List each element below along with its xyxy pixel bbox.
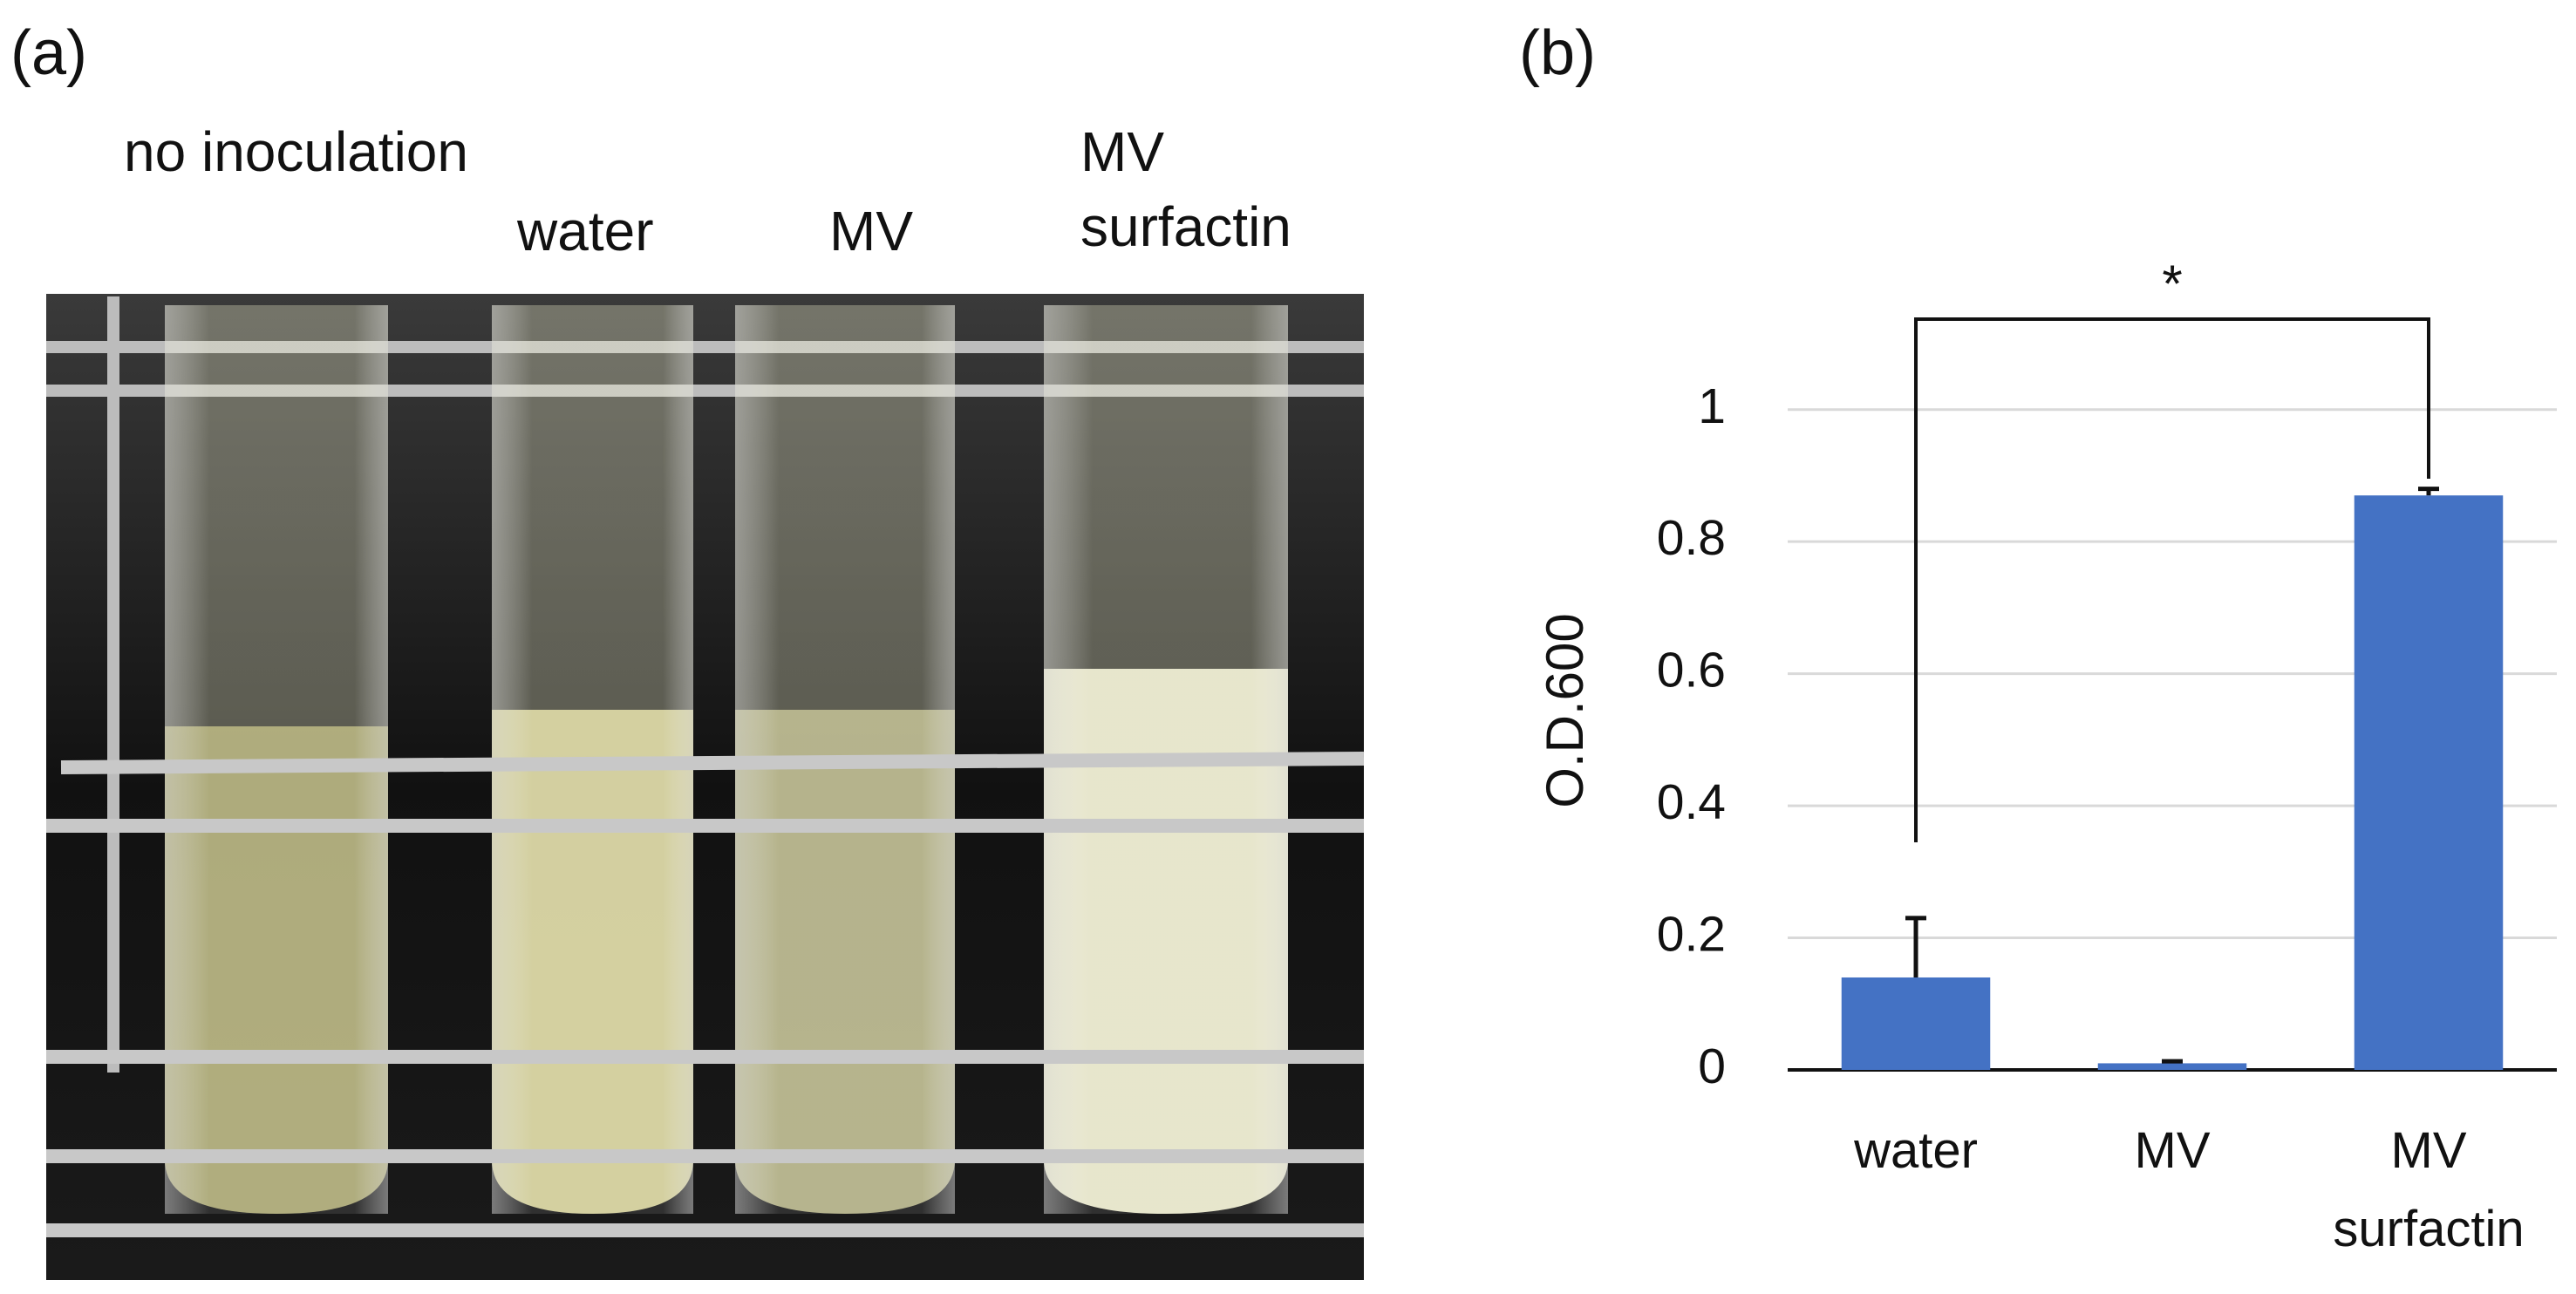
panel-label: (a) bbox=[10, 18, 87, 88]
error-bar bbox=[2162, 1059, 2183, 1064]
y-axis-label: O.D.600 bbox=[1536, 613, 1594, 807]
y-tick-label: 0.2 bbox=[1657, 907, 1726, 963]
tube-label: no inoculation bbox=[124, 120, 468, 183]
bar bbox=[1841, 977, 1991, 1070]
y-tick-label: 0 bbox=[1698, 1039, 1726, 1094]
bar bbox=[2354, 495, 2504, 1070]
panel-label: (b) bbox=[1519, 18, 1596, 88]
tube-label: MV surfactin bbox=[1080, 120, 1291, 258]
error-bar bbox=[2418, 487, 2439, 496]
tube-label: MV bbox=[829, 200, 913, 262]
bar bbox=[2097, 1063, 2247, 1070]
photo bbox=[46, 294, 1365, 1280]
y-tick-label: 1 bbox=[1698, 378, 1726, 434]
y-tick-label: 0.6 bbox=[1657, 643, 1726, 698]
y-tick-label: 0.4 bbox=[1657, 774, 1726, 830]
x-tick-label: MV bbox=[2134, 1122, 2211, 1179]
significance-bracket bbox=[1914, 317, 2430, 842]
x-tick-label: MV surfactin bbox=[2333, 1122, 2525, 1257]
y-tick-label: 0.8 bbox=[1657, 510, 1726, 566]
error-bar bbox=[1905, 916, 1926, 977]
x-tick-label: water bbox=[1854, 1122, 1978, 1179]
tube-label: water bbox=[517, 200, 654, 262]
significance-marker: * bbox=[2162, 255, 2182, 313]
